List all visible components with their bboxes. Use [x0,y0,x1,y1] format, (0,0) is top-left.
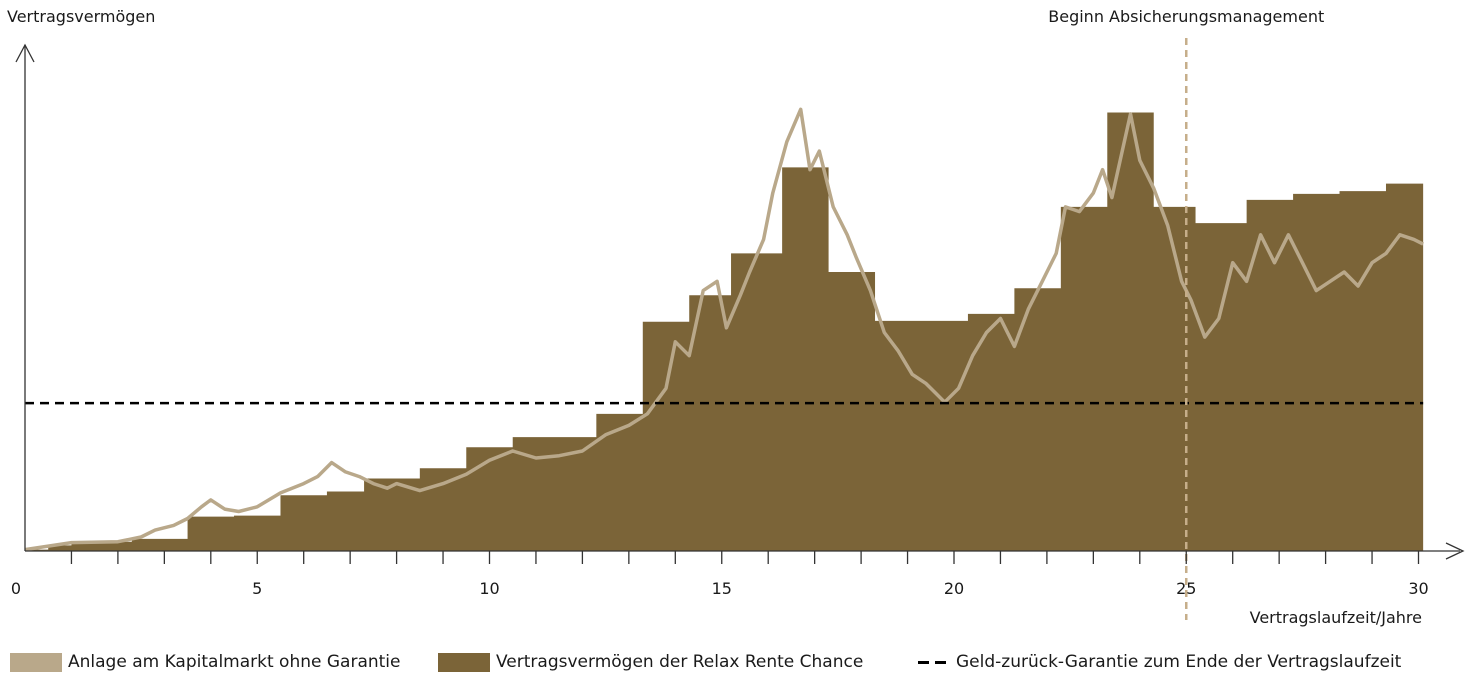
y-axis-arrow [15,43,35,63]
y-axis-label: Vertragsvermögen [7,7,155,26]
x-tick-label: 30 [1408,579,1428,598]
legend-swatch-market [10,652,62,672]
x-tick-label: 10 [479,579,499,598]
x-tick-label: 25 [1176,579,1196,598]
legend-swatch-guarantee [918,653,948,672]
legend-swatch-contract [438,652,490,672]
legend-label-guarantee: Geld-zurück-Garantie zum Ende der Vertra… [956,652,1402,672]
x-tick-label: 5 [252,579,262,598]
market-line [24,107,1424,552]
market-line-series [24,107,1424,552]
x-ticks: 0 5 10 15 20 25 30 [11,551,1429,598]
x-tick-label: 20 [944,579,964,598]
legend-item-guarantee: Geld-zurück-Garantie zum Ende der Vertra… [918,652,1401,672]
marker-annotation: Beginn Absicherungsmanagement [1048,7,1324,26]
axes [15,43,1465,560]
x-tick-label: 15 [712,579,732,598]
legend-label-contract: Vertragsvermögen der Relax Rente Chance [496,652,864,672]
chart-svg: 0 5 10 15 20 25 30 Vertragsvermögen Vertragsla… [7,7,1465,627]
x-axis-label: Vertragslaufzeit/Jahre [1250,608,1422,627]
legend-item-contract: Vertragsvermögen der Relax Rente Chance [438,652,863,672]
contract-area-series [25,112,1424,551]
legend-label-market: Anlage am Kapitalmarkt ohne Garantie [68,652,401,672]
legend: Anlage am Kapitalmarkt ohne Garantie Ver… [0,650,1474,675]
contract-area [25,112,1424,551]
x-tick-label: 0 [11,579,21,598]
legend-item-market: Anlage am Kapitalmarkt ohne Garantie [10,652,400,672]
x-axis-arrow [1445,542,1465,560]
